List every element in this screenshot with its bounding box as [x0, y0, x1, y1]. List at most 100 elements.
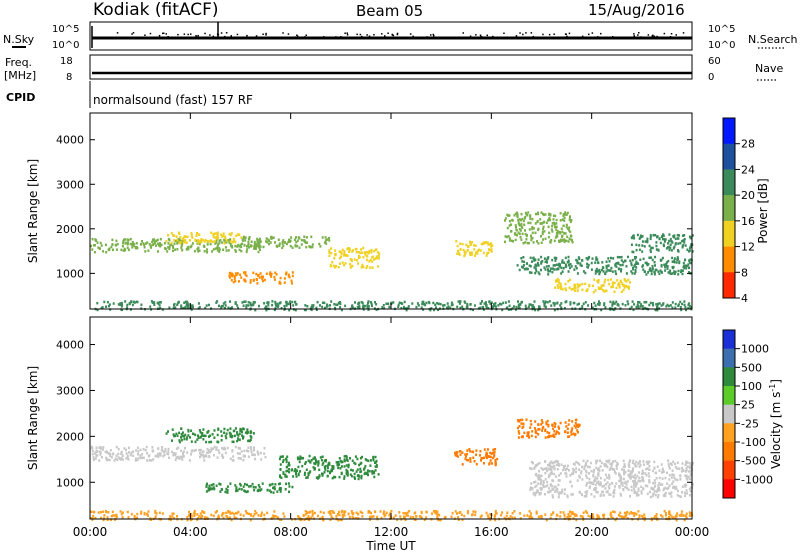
data-cell [299, 470, 301, 473]
data-cell [479, 450, 482, 453]
data-cell [312, 304, 315, 307]
data-cell [628, 474, 631, 478]
data-cell [644, 270, 646, 273]
data-cell [608, 473, 610, 477]
data-cell [619, 279, 622, 283]
data-cell [562, 267, 565, 270]
data-cell [375, 464, 378, 467]
data-cell [519, 229, 522, 232]
data-cell [169, 243, 172, 247]
data-cell [285, 475, 288, 478]
data-cell [94, 457, 97, 460]
data-cell [432, 509, 435, 513]
data-cell [647, 262, 650, 266]
data-cell [359, 470, 362, 474]
data-cell [155, 512, 158, 515]
data-cell [257, 250, 260, 254]
data-cell [310, 235, 313, 239]
data-cell [531, 487, 534, 490]
data-cell [235, 488, 238, 491]
data-cell [165, 240, 168, 243]
data-cell [409, 515, 412, 519]
data-cell [179, 236, 182, 239]
x-axis-label: Time UT [365, 539, 416, 553]
data-cell [576, 424, 578, 427]
nsky-point [224, 35, 226, 38]
data-cell [614, 472, 617, 475]
data-cell [568, 435, 571, 438]
data-cell [180, 304, 183, 307]
data-cell [519, 517, 522, 520]
data-cell [169, 518, 172, 522]
data-cell [572, 471, 575, 474]
data-cell [603, 281, 606, 284]
data-cell [203, 511, 206, 514]
nsky-point [675, 34, 677, 36]
data-cell [417, 304, 420, 307]
data-cell [223, 238, 226, 242]
data-cell [253, 247, 256, 250]
data-cell [140, 512, 142, 515]
data-cell [507, 235, 510, 238]
data-cell [561, 261, 564, 264]
data-cell [198, 240, 201, 243]
data-cell [636, 262, 639, 265]
data-cell [599, 476, 602, 480]
data-cell [465, 458, 468, 462]
data-cell [528, 303, 531, 306]
data-cell [475, 462, 478, 466]
data-cell [422, 300, 425, 304]
nsky-point [432, 33, 434, 36]
nsky-point [204, 32, 206, 35]
data-cell [286, 455, 289, 458]
data-cell [262, 275, 264, 278]
data-cell [117, 456, 120, 459]
data-cell [330, 515, 333, 518]
data-cell [437, 308, 439, 312]
nsky-point [566, 35, 568, 38]
data-cell [539, 478, 542, 481]
data-cell [504, 235, 507, 238]
data-cell [560, 302, 563, 305]
data-cell [676, 256, 679, 259]
data-cell [563, 240, 566, 244]
data-cell [622, 459, 625, 463]
data-cell [518, 432, 521, 435]
data-cell [564, 211, 567, 214]
data-cell [616, 279, 619, 282]
data-cell [385, 511, 388, 514]
data-cell [564, 282, 567, 286]
data-cell [587, 304, 590, 307]
data-cell [190, 453, 192, 456]
data-cell [194, 448, 197, 452]
data-cell [474, 244, 477, 247]
data-cell [557, 495, 560, 499]
data-cell [334, 249, 337, 252]
data-cell [228, 232, 231, 236]
data-cell [186, 235, 189, 239]
data-cell [585, 495, 588, 498]
data-cell [347, 512, 350, 516]
data-cell [233, 513, 236, 516]
data-cell [576, 289, 579, 292]
data-cell [383, 515, 386, 518]
data-cell [663, 509, 666, 513]
data-cell [419, 515, 422, 518]
data-cell [287, 482, 290, 485]
data-cell [479, 302, 482, 305]
data-cell [688, 261, 691, 264]
data-cell [633, 482, 635, 485]
nsky-point [519, 32, 521, 34]
data-cell [525, 306, 528, 310]
data-cell [250, 448, 253, 451]
data-cell [253, 240, 256, 244]
data-cell [300, 238, 303, 242]
data-cell [101, 306, 104, 309]
data-cell [229, 242, 232, 245]
data-cell [136, 516, 138, 520]
data-cell [292, 475, 295, 478]
data-cell [456, 455, 459, 458]
data-cell [604, 278, 607, 282]
data-cell [298, 460, 301, 464]
data-cell [167, 246, 170, 249]
